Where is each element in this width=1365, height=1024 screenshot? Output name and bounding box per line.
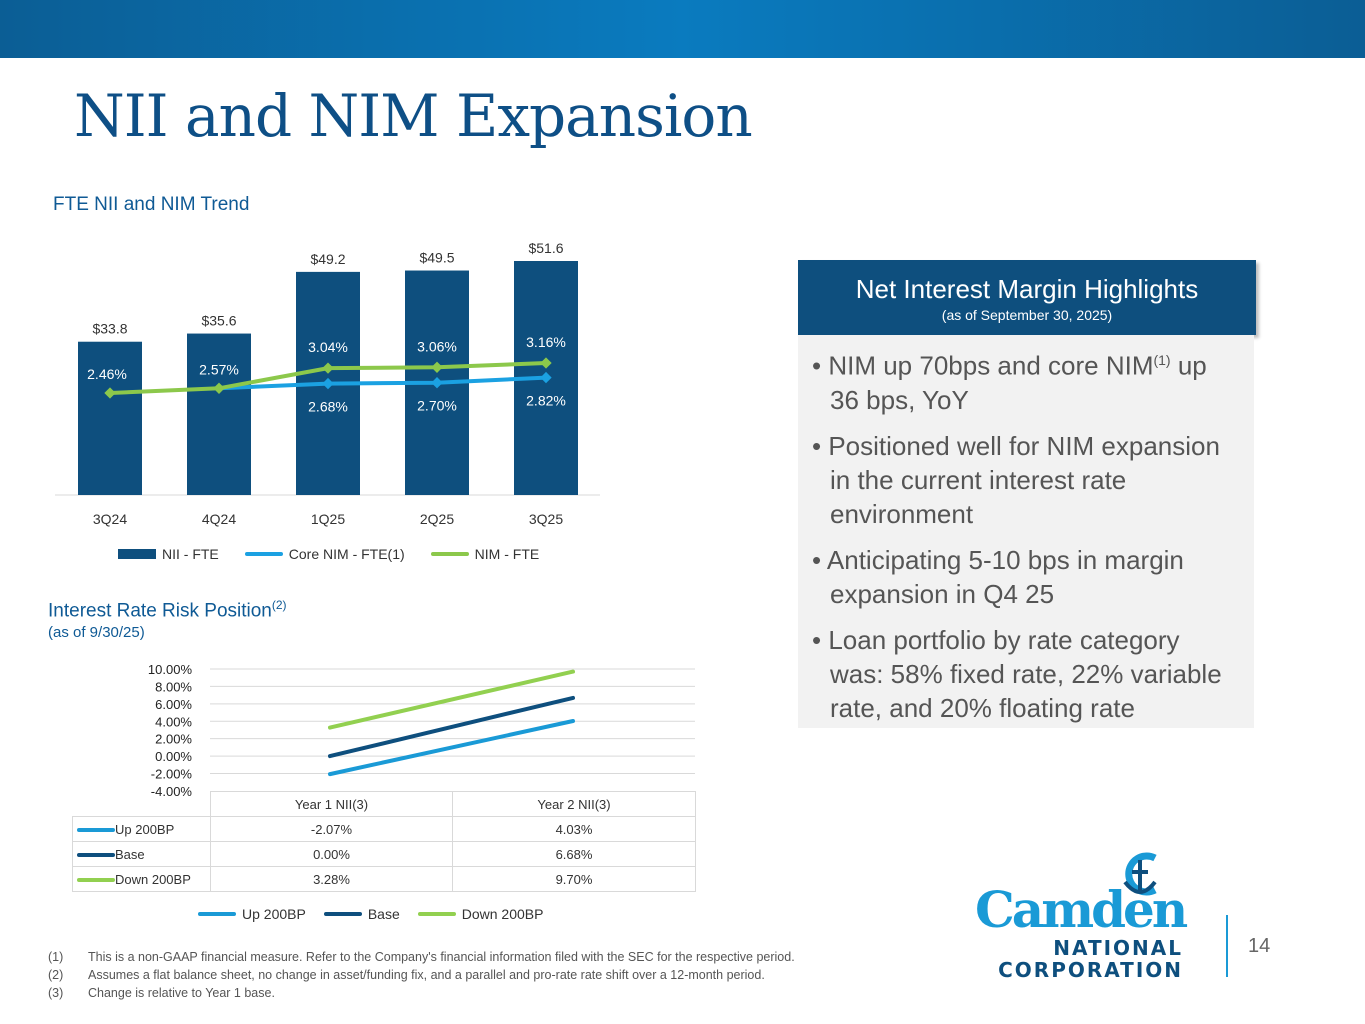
marker [322, 377, 334, 390]
table-row: Up 200BP -2.07% 4.03% [72, 816, 696, 842]
legend-nii: NII - FTE [162, 546, 219, 562]
table-row: Base 0.00% 6.68% [72, 841, 696, 867]
rate-risk-data-table: Year 1 NII(3) Year 2 NII(3) Up 200BP -2.07… [72, 791, 696, 892]
bar-label: $35.6 [201, 313, 236, 329]
y-tick-label: -2.00% [151, 767, 193, 782]
rate-risk-chart: 10.00% 8.00% 6.00% 4.00% 2.00% 0.00% -2.00% -4.… [148, 662, 695, 799]
y-tick-label: 2.00% [155, 732, 192, 747]
footnote: (1) This is a non-GAAP financial measure.… [48, 950, 795, 964]
bar-nii [78, 341, 142, 495]
bullet: • NIM up 70bps and core NIM(1) up 36 bps… [812, 350, 1207, 415]
top-banner [0, 0, 1365, 58]
data-label: 2.68% [308, 399, 348, 415]
col-header: Year 1 NII(3) [210, 791, 453, 817]
footnote: (2) Assumes a flat balance sheet, no chan… [48, 968, 765, 982]
bar-label: $49.2 [310, 251, 345, 267]
data-label: 3.06% [417, 338, 457, 354]
x-tick-label: 2Q25 [420, 511, 454, 527]
line-up-200bp [328, 718, 575, 777]
y-tick-label: 0.00% [155, 749, 192, 764]
base-swatch [77, 853, 115, 858]
x-tick-label: 3Q25 [529, 511, 563, 527]
line-core-nim [218, 375, 547, 391]
company-logo: Camden NATIONAL CORPORATION [975, 850, 1188, 985]
marker [431, 361, 443, 373]
page-title: NII and NIM Expansion [74, 82, 753, 150]
y-tick-label: 10.00% [148, 662, 193, 677]
data-label: 2.82% [526, 393, 566, 409]
bullet: • Positioned well for NIM expansion in t… [812, 430, 1220, 529]
legend-up200: Up 200BP [242, 906, 306, 922]
page-number: 14 [1248, 935, 1271, 957]
table-row: Down 200BP 3.28% 9.70% [72, 866, 696, 892]
up200-swatch [77, 828, 115, 833]
bar-nii [187, 333, 251, 495]
marker [213, 382, 225, 394]
legend-base: Base [367, 906, 400, 922]
chart1-legend: NII - FTE Core NIM - FTE(1) NIM - FTE [118, 546, 539, 562]
bullet: • Loan portfolio by rate category was: 5… [812, 624, 1222, 723]
panel-title: Net Interest Margin Highlights [855, 274, 1199, 304]
y-tick-label: 4.00% [155, 714, 192, 729]
data-label: 2.57% [199, 361, 239, 377]
marker [540, 357, 552, 369]
x-tick-label: 1Q25 [311, 511, 345, 527]
marker [540, 371, 552, 384]
bullet: • Anticipating 5-10 bps in margin expans… [812, 544, 1184, 609]
panel-subtitle: (as of September 30, 2025) [941, 307, 1113, 323]
data-label: 2.70% [417, 398, 457, 414]
bar-label: $51.6 [528, 240, 563, 256]
x-tick-label: 3Q24 [93, 511, 127, 527]
chart2-legend: Up 200BP Base Down 200BP [198, 906, 543, 922]
data-label: 3.16% [526, 334, 566, 350]
anchor-icon [1123, 852, 1157, 896]
footnote: (3) Change is relative to Year 1 base. [48, 986, 275, 1000]
bar-label: $33.8 [92, 321, 127, 337]
panel-body: • NIM up 70bps and core NIM(1) up 36 bps… [798, 335, 1254, 728]
y-tick-label: -4.00% [151, 784, 193, 799]
x-tick-label: 4Q24 [202, 511, 236, 527]
data-label: 2.46% [87, 366, 127, 382]
chart2-subtitle: (as of 9/30/25) [48, 624, 145, 641]
chart1-title: FTE NII and NIM Trend [53, 194, 250, 215]
y-tick-label: 8.00% [155, 679, 192, 694]
data-label: 3.04% [308, 339, 348, 355]
marker [322, 362, 334, 374]
down200-swatch [77, 878, 115, 883]
panel-header: Net Interest Margin Highlights (as of Se… [798, 260, 1256, 335]
col-header: Year 2 NII(3) [452, 791, 696, 817]
legend-nim: NIM - FTE [474, 546, 540, 562]
legend-down200: Down 200BP [461, 906, 544, 922]
bar-label: $49.5 [419, 250, 454, 266]
legend-core-nim: Core NIM - FTE(1) [288, 546, 405, 562]
marker [431, 377, 443, 389]
line-base [328, 695, 575, 759]
y-tick-label: 6.00% [155, 697, 192, 712]
divider [1226, 915, 1228, 977]
line-down-200bp [328, 669, 575, 730]
chart2-title: Interest Rate Risk Position(2) [48, 598, 287, 622]
nii-nim-chart: $33.8 3Q24 $35.6 4Q24 $49.2 1Q25 $49.5 2Q25 $51.… [55, 240, 600, 527]
